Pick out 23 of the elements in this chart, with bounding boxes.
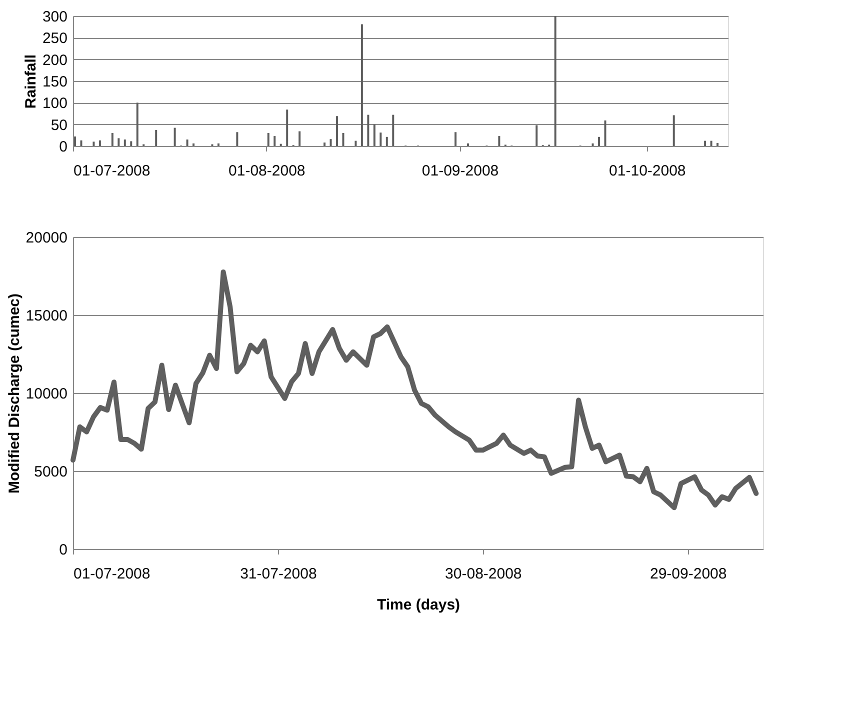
y-tick-label: 0 <box>59 542 68 558</box>
y-tick-label: 15000 <box>26 308 68 324</box>
x-tick-label: 30-08-2008 <box>445 566 522 582</box>
x-tick-label: 01-07-2008 <box>74 162 150 180</box>
y-axis-title: Rainfall <box>22 54 40 109</box>
x-tick-label: 01-09-2008 <box>422 162 499 180</box>
y-tick-label: 150 <box>42 74 68 90</box>
y-tick-label: 10000 <box>26 386 68 402</box>
y-tick-label: 0 <box>59 138 68 156</box>
y-tick-label: 200 <box>42 52 68 69</box>
y-tick-label: 100 <box>42 95 68 112</box>
x-tick-label: 01-07-2008 <box>74 566 150 582</box>
x-tick-label: 01-08-2008 <box>228 162 306 180</box>
y-tick-label: 250 <box>42 30 68 48</box>
y-tick-label: 5000 <box>34 464 68 480</box>
x-tick-label: 01-10-2008 <box>609 162 686 180</box>
y-tick-label: 20000 <box>26 230 68 246</box>
y-tick-label: 300 <box>42 8 68 26</box>
x-axis-title: Time (days) <box>376 596 460 614</box>
y-axis-title: Modified Discharge (cumec) <box>6 293 23 494</box>
y-tick-label: 50 <box>50 116 68 134</box>
x-tick-label: 29-09-2008 <box>650 566 727 582</box>
x-tick-label: 31-07-2008 <box>240 566 317 582</box>
